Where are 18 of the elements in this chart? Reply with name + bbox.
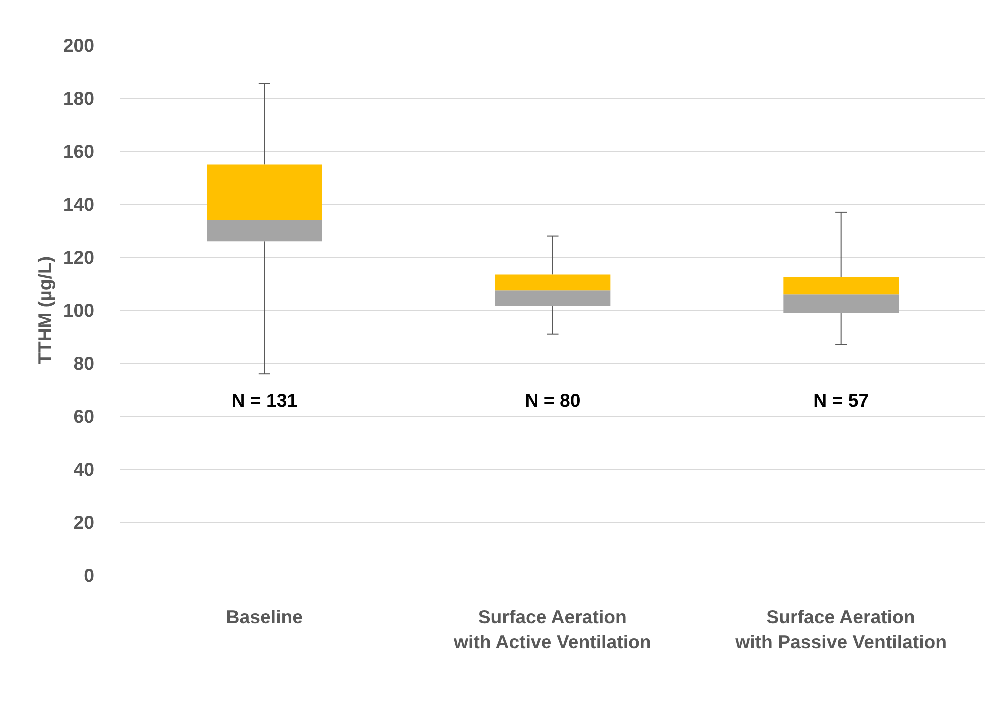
y-tick-label: 120 xyxy=(63,247,95,268)
y-tick-label: 20 xyxy=(74,512,95,533)
y-tick-label: 160 xyxy=(63,141,95,162)
y-tick-label: 140 xyxy=(63,194,95,215)
annotation: N = 131 xyxy=(232,390,298,412)
annotation: N = 80 xyxy=(525,390,581,412)
annotation: N = 57 xyxy=(814,390,870,412)
y-tick-label: 100 xyxy=(63,300,95,321)
y-tick-label: 200 xyxy=(63,35,95,56)
x-tick-label: Surface Aeration with Active Ventilation xyxy=(453,606,652,653)
x-tick-label: Baseline xyxy=(226,606,304,628)
y-tick-label: 180 xyxy=(63,88,95,109)
y-tick-label: 60 xyxy=(74,406,95,427)
y-tick-label: 80 xyxy=(74,353,95,374)
y-axis-title: TTHM (µg/L) xyxy=(34,256,56,365)
y-tick-label: 0 xyxy=(84,565,95,586)
x-tick-label: Surface Aeration with Passive Ventilation xyxy=(734,606,948,653)
y-tick-label: 40 xyxy=(74,459,95,480)
